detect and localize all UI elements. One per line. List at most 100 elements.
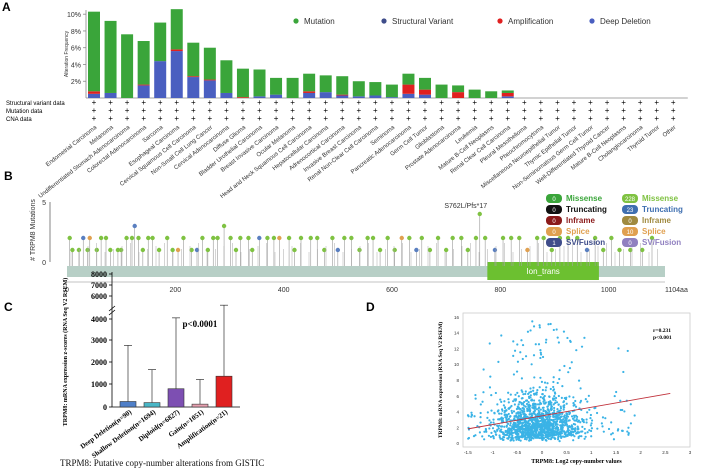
d-annotation-p: p<0.001: [653, 335, 672, 341]
d-point-403: [595, 411, 599, 415]
b-lollipop-head-85: [628, 247, 633, 253]
d-point-789: [520, 403, 523, 406]
d-point-1365: [539, 396, 542, 399]
d-point-1282: [524, 425, 527, 428]
d-point-464: [567, 410, 570, 413]
d-point-921: [510, 431, 514, 435]
d-point-792: [564, 397, 568, 401]
d-point-1167: [520, 427, 523, 430]
b-legend-right-label-3: Splice: [642, 227, 666, 236]
a-row-mark-1-10: +: [257, 106, 262, 115]
a-bar-deep-deletion-1: [104, 92, 117, 98]
d-point-759: [542, 437, 546, 440]
a-x-tick-label-20: Germ Cell Tumor: [390, 125, 430, 158]
d-point-419: [523, 400, 526, 404]
d-point-779: [539, 416, 542, 420]
a-bar-amplification-7: [203, 79, 216, 81]
d-point-1389: [515, 407, 518, 411]
d-point-1391: [523, 414, 527, 417]
d-point-386: [517, 403, 520, 406]
d-point-320: [530, 433, 534, 436]
b-lollipop-head-83: [609, 235, 614, 241]
a-bar-mutation-23: [468, 89, 481, 98]
d-point-192: [508, 428, 512, 431]
d-point-932: [544, 438, 547, 442]
a-bar-deep-deletion-3: [137, 85, 150, 98]
d-point-725: [514, 399, 517, 402]
b-lollipop-head-10: [115, 247, 121, 253]
c-y-tick-label-6: 7000: [91, 281, 107, 290]
d-point-232: [520, 427, 523, 430]
d-point-310: [560, 432, 563, 435]
d-point-1323: [553, 391, 557, 394]
d-point-74: [509, 419, 512, 422]
d-point-1205: [568, 432, 571, 435]
a-x-tick-label-0: Endometrial Carcinoma: [45, 124, 99, 168]
b-legend-left-label-2: Inframe: [566, 216, 595, 225]
d-point-349: [550, 428, 553, 432]
d-point-1283: [529, 435, 532, 438]
d-point-696: [558, 440, 561, 443]
d-point-1007: [586, 431, 589, 434]
b-lollipop-head-1: [70, 247, 75, 253]
d-point-200: [491, 427, 495, 430]
d-point-643: [521, 434, 524, 438]
d-point-228: [547, 429, 550, 432]
d-point-326: [590, 429, 593, 433]
d-point-123: [526, 433, 530, 436]
d-point-37: [530, 398, 534, 401]
d-point-998: [572, 427, 575, 430]
b-lollipop-head-56: [399, 235, 404, 241]
d-point-152: [515, 415, 518, 418]
d-point-164: [535, 425, 538, 429]
d-point-1287: [506, 437, 509, 440]
d-point-55: [526, 409, 529, 412]
d-point-658: [540, 430, 543, 433]
b-lollipop-head-36: [257, 235, 262, 241]
d-point-279: [516, 360, 520, 363]
d-point-1265: [500, 425, 504, 428]
d-point-144: [562, 430, 566, 433]
d-point-1182: [543, 431, 547, 434]
d-point-535: [528, 435, 532, 438]
d-point-1150: [544, 425, 547, 429]
d-point-96: [543, 431, 546, 434]
b-lollipop-head-69: [492, 247, 498, 253]
a-row-mark-0-12: +: [290, 98, 295, 107]
d-point-620: [524, 426, 528, 429]
d-point-856: [519, 419, 522, 423]
d-point-1055: [528, 438, 531, 441]
d-point-877: [555, 420, 559, 423]
d-x-tick-label-7: 2: [639, 450, 642, 455]
d-point-368: [563, 430, 566, 433]
d-y-tick-label-2: 4: [456, 410, 459, 415]
d-point-170: [534, 425, 537, 429]
b-lollipop-head-35: [250, 247, 255, 253]
d-point-745: [574, 429, 577, 433]
d-point-1212: [580, 345, 584, 348]
d-point-585: [577, 436, 580, 440]
d-point-1127: [539, 353, 543, 356]
d-point-980: [593, 407, 596, 410]
d-point-339: [524, 423, 527, 426]
d-point-213: [560, 419, 563, 423]
d-point-256: [565, 416, 568, 419]
d-point-1120: [505, 419, 508, 422]
d-point-1259: [524, 425, 527, 428]
d-point-223: [573, 435, 576, 438]
d-point-188: [523, 415, 526, 418]
d-annotation-r: r=0.231: [653, 328, 671, 334]
d-point-23: [573, 429, 576, 433]
d-point-1073: [544, 401, 547, 404]
b-legend-left-label-4: SV/Fusion: [566, 238, 605, 247]
d-point-210: [528, 428, 531, 431]
d-point-1057: [563, 435, 566, 438]
d-point-359: [512, 410, 516, 413]
d-point-573: [569, 430, 572, 433]
a-row-mark-0-22: +: [456, 98, 461, 107]
b-lollipop-head-71: [508, 235, 514, 241]
d-point-1083: [532, 410, 535, 413]
d-point-453: [562, 415, 566, 418]
d-point-711: [532, 434, 536, 438]
d-point-653: [536, 433, 540, 436]
